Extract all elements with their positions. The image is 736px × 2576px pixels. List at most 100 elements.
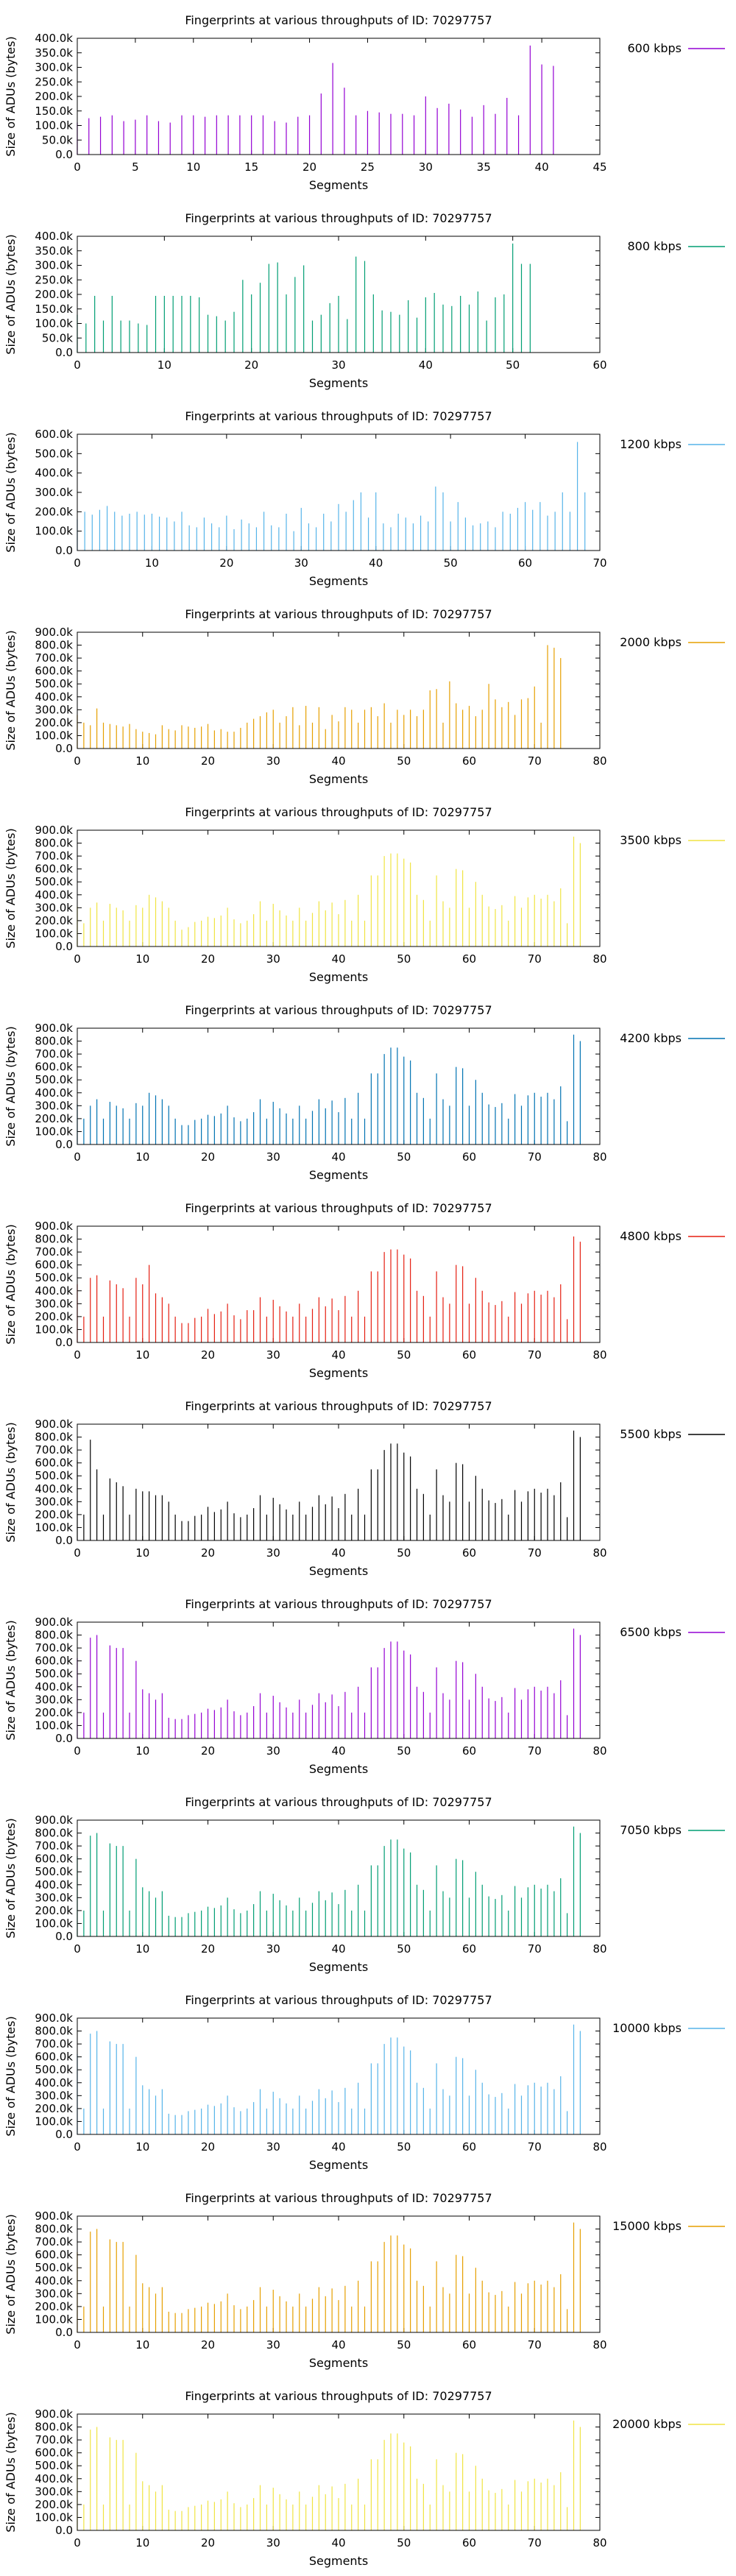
x-tick-label: 0 [74,556,81,570]
y-tick-label: 400.0k [35,230,73,243]
x-tick-label: 60 [462,1744,476,1758]
y-tick-label: 50.0k [42,331,73,344]
x-tick-label: 80 [592,1150,606,1164]
x-tick-label: 0 [74,1546,81,1560]
chart-title: Fingerprints at various throughputs of I… [185,1399,492,1413]
x-tick-label: 30 [266,1150,280,1164]
legend-label: 3500 kbps [620,833,682,847]
y-tick-label: 0.0 [55,742,73,755]
x-tick-label: 50 [397,754,411,768]
y-tick-label: 900.0k [35,1814,73,1827]
plot-frame [77,434,601,551]
x-tick-label: 0 [74,1348,81,1362]
x-axis-label: Segments [309,1366,368,1380]
y-tick-label: 700.0k [35,1443,73,1457]
chart-panel: Fingerprints at various throughputs of I… [0,1584,736,1782]
y-tick-label: 0.0 [55,2524,73,2537]
x-tick-label: 70 [528,2536,542,2550]
y-tick-label: 700.0k [35,1641,73,1655]
x-tick-label: 20 [302,160,316,174]
y-tick-label: 100.0k [35,119,73,132]
x-tick-label: 50 [397,1546,411,1560]
chart-title: Fingerprints at various throughputs of I… [185,2191,492,2205]
x-tick-label: 0 [74,952,81,966]
y-tick-label: 300.0k [35,1099,73,1112]
x-tick-label: 20 [201,2536,215,2550]
y-tick-label: 100.0k [35,1323,73,1336]
chart-svg: Fingerprints at various throughputs of I… [4,1597,725,1776]
y-tick-label: 900.0k [35,824,73,837]
x-tick-label: 60 [462,2536,476,2550]
y-tick-label: 400.0k [35,32,73,45]
chart-title: Fingerprints at various throughputs of I… [185,1003,492,1017]
chart-svg: Fingerprints at various throughputs of I… [4,1003,725,1182]
y-tick-label: 350.0k [35,244,73,258]
y-tick-label: 500.0k [35,1667,73,1680]
y-tick-label: 400.0k [35,2076,73,2090]
y-tick-label: 300.0k [35,1693,73,1706]
legend-label: 5500 kbps [620,1427,682,1441]
x-tick-label: 50 [397,1942,411,1956]
y-tick-label: 800.0k [35,1233,73,1246]
y-tick-label: 200.0k [35,1706,73,1719]
y-tick-label: 300.0k [35,901,73,914]
y-tick-label: 800.0k [35,1629,73,1642]
y-tick-label: 200.0k [35,914,73,927]
plot-frame [77,236,601,353]
x-axis-label: Segments [309,178,368,192]
y-tick-label: 500.0k [35,1469,73,1482]
x-tick-label: 20 [201,2338,215,2352]
x-tick-label: 70 [528,1546,542,1560]
x-tick-label: 80 [592,1348,606,1362]
y-axis-label: Size of ADUs (bytes) [4,234,18,354]
x-tick-label: 20 [201,1942,215,1956]
chart-panel: Fingerprints at various throughputs of I… [0,396,736,594]
y-tick-label: 250.0k [35,75,73,88]
legend-label: 20000 kbps [612,2417,682,2431]
y-tick-label: 600.0k [35,1259,73,1272]
chart-title: Fingerprints at various throughputs of I… [185,1597,492,1611]
x-tick-label: 60 [462,754,476,768]
x-tick-label: 20 [244,358,258,372]
y-tick-label: 800.0k [35,837,73,850]
chart-title: Fingerprints at various throughputs of I… [185,13,492,27]
y-tick-label: 100.0k [35,317,73,330]
y-tick-label: 0.0 [55,940,73,953]
x-tick-label: 40 [331,1942,345,1956]
x-tick-label: 15 [244,160,258,174]
x-tick-label: 10 [135,2140,149,2154]
y-axis-label: Size of ADUs (bytes) [4,2016,18,2136]
y-tick-label: 50.0k [42,133,73,146]
y-axis-label: Size of ADUs (bytes) [4,1224,18,1344]
y-tick-label: 300.0k [35,1891,73,1904]
plot-frame [77,2215,601,2333]
x-tick-label: 35 [477,160,491,174]
plot-frame [77,1621,601,1739]
chart-panel: Fingerprints at various throughputs of I… [0,0,736,198]
x-tick-label: 50 [397,2140,411,2154]
x-tick-label: 10 [135,1942,149,1956]
y-tick-label: 0.0 [55,1930,73,1943]
y-tick-label: 100.0k [35,2115,73,2128]
chart-title: Fingerprints at various throughputs of I… [185,1993,492,2007]
y-tick-label: 400.0k [35,690,73,704]
y-tick-label: 400.0k [35,888,73,902]
y-axis-label: Size of ADUs (bytes) [4,828,18,948]
x-tick-label: 30 [266,2140,280,2154]
x-tick-label: 80 [592,1942,606,1956]
x-tick-label: 60 [462,2140,476,2154]
chart-title: Fingerprints at various throughputs of I… [185,805,492,819]
y-tick-label: 600.0k [35,428,73,441]
x-tick-label: 10 [135,952,149,966]
y-tick-label: 600.0k [35,1457,73,1470]
y-tick-label: 500.0k [35,447,73,460]
y-tick-label: 200.0k [35,2102,73,2115]
chart-title: Fingerprints at various throughputs of I… [185,2389,492,2403]
x-tick-label: 30 [266,952,280,966]
chart-panel: Fingerprints at various throughputs of I… [0,792,736,990]
y-tick-label: 200.0k [35,1112,73,1125]
y-tick-label: 300.0k [35,486,73,499]
x-axis-label: Segments [309,772,368,786]
x-tick-label: 0 [74,358,81,372]
plot-frame [77,1225,601,1343]
